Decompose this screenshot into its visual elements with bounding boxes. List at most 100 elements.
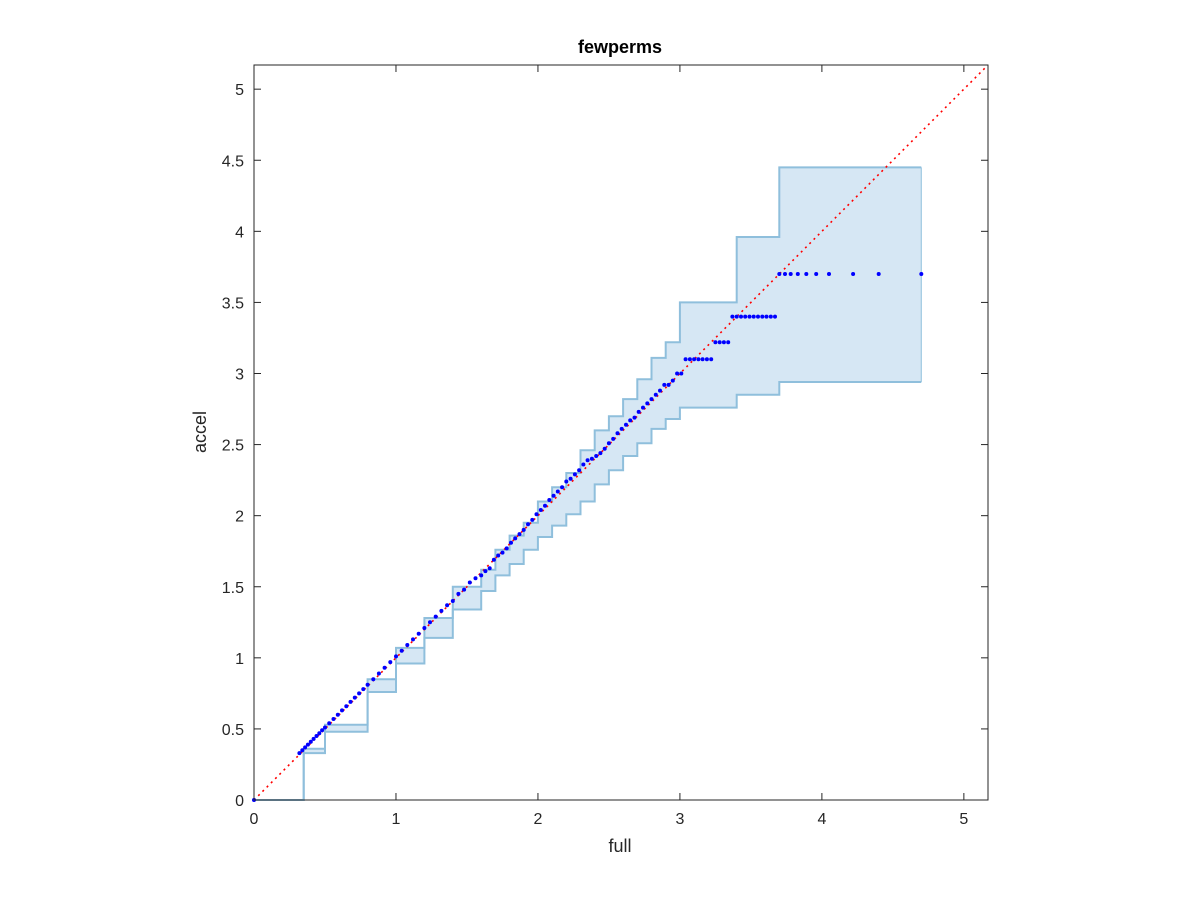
data-point (675, 371, 680, 376)
x-tick-label: 4 (817, 811, 826, 828)
data-point (297, 751, 302, 756)
data-point (653, 392, 658, 397)
data-point (594, 454, 599, 458)
y-tick-label: 2.5 (222, 438, 244, 455)
data-point (568, 476, 573, 481)
band-lower-edge (254, 381, 922, 801)
x-axis-ticks: 0 1 2 3 4 5 (250, 65, 968, 828)
data-point (483, 569, 488, 574)
data-point (851, 272, 856, 276)
data-point (658, 388, 662, 393)
data-point (760, 314, 765, 319)
data-point (739, 314, 743, 319)
data-point (348, 699, 353, 704)
data-point (311, 736, 316, 741)
data-point (577, 468, 582, 473)
data-point (641, 405, 645, 410)
data-point (547, 498, 552, 502)
data-point (743, 314, 748, 319)
axes-box (253, 64, 989, 801)
data-point (628, 418, 633, 423)
data-point (357, 691, 362, 696)
data-point (361, 687, 366, 692)
data-point (473, 576, 478, 581)
reference-line (253, 64, 989, 801)
data-point (530, 517, 535, 522)
data-point (589, 456, 594, 461)
data-point (670, 378, 675, 383)
data-point (619, 426, 624, 431)
data-point (713, 340, 718, 345)
data-point (543, 503, 547, 508)
data-point (717, 340, 722, 345)
data-point (305, 742, 310, 747)
data-point (768, 314, 773, 319)
data-point (340, 708, 344, 713)
data-point (467, 580, 472, 585)
data-point (300, 748, 305, 753)
data-point (399, 648, 404, 653)
reference-line-group (253, 64, 989, 801)
data-point (773, 314, 777, 319)
y-axis-label: accel (190, 411, 210, 453)
data-point (450, 599, 455, 603)
data-point (645, 401, 650, 406)
data-point (371, 677, 376, 682)
data-point (687, 357, 692, 362)
data-point (411, 637, 415, 642)
data-point (726, 340, 731, 345)
data-point (314, 734, 319, 738)
data-point (303, 745, 308, 750)
data-point (624, 422, 628, 427)
data-point (747, 314, 752, 319)
x-axis-label: full (608, 836, 631, 856)
data-point (308, 739, 313, 744)
data-point (683, 357, 688, 362)
data-point (764, 314, 769, 319)
data-point (456, 591, 461, 596)
data-point (649, 397, 654, 402)
data-point (487, 566, 492, 571)
data-point (365, 682, 370, 687)
data-point (804, 272, 809, 276)
data-point (496, 553, 501, 558)
data-point (509, 540, 513, 545)
data-point (564, 479, 569, 484)
data-point (606, 441, 611, 446)
y-tick-label: 0.5 (222, 722, 244, 739)
data-point (602, 446, 607, 451)
data-point (433, 614, 438, 619)
data-point (636, 409, 641, 414)
data-point (491, 557, 496, 562)
data-point (394, 654, 398, 659)
data-point (504, 546, 509, 551)
data-point (526, 522, 530, 527)
data-point (572, 472, 577, 477)
y-tick-label: 4 (235, 224, 244, 241)
x-tick-label: 0 (250, 811, 259, 828)
data-points (252, 272, 924, 802)
band-fill (254, 167, 922, 800)
y-tick-label: 3 (235, 367, 244, 384)
data-point (331, 717, 336, 721)
data-point (581, 462, 586, 467)
data-point (692, 357, 697, 362)
data-point (388, 660, 393, 665)
confidence-band (254, 166, 922, 801)
data-point (335, 712, 340, 717)
data-point (919, 272, 924, 276)
data-point (704, 357, 709, 362)
data-point (709, 357, 714, 362)
y-tick-label: 2 (235, 509, 244, 526)
data-point (439, 608, 444, 613)
data-point (416, 631, 421, 636)
data-point (611, 436, 616, 441)
data-point (382, 665, 387, 670)
data-point (462, 587, 467, 592)
data-point (560, 485, 565, 490)
data-point (317, 731, 322, 736)
data-point (517, 532, 522, 537)
data-point (598, 451, 603, 456)
y-tick-label: 4.5 (222, 153, 244, 170)
data-point (666, 382, 671, 387)
